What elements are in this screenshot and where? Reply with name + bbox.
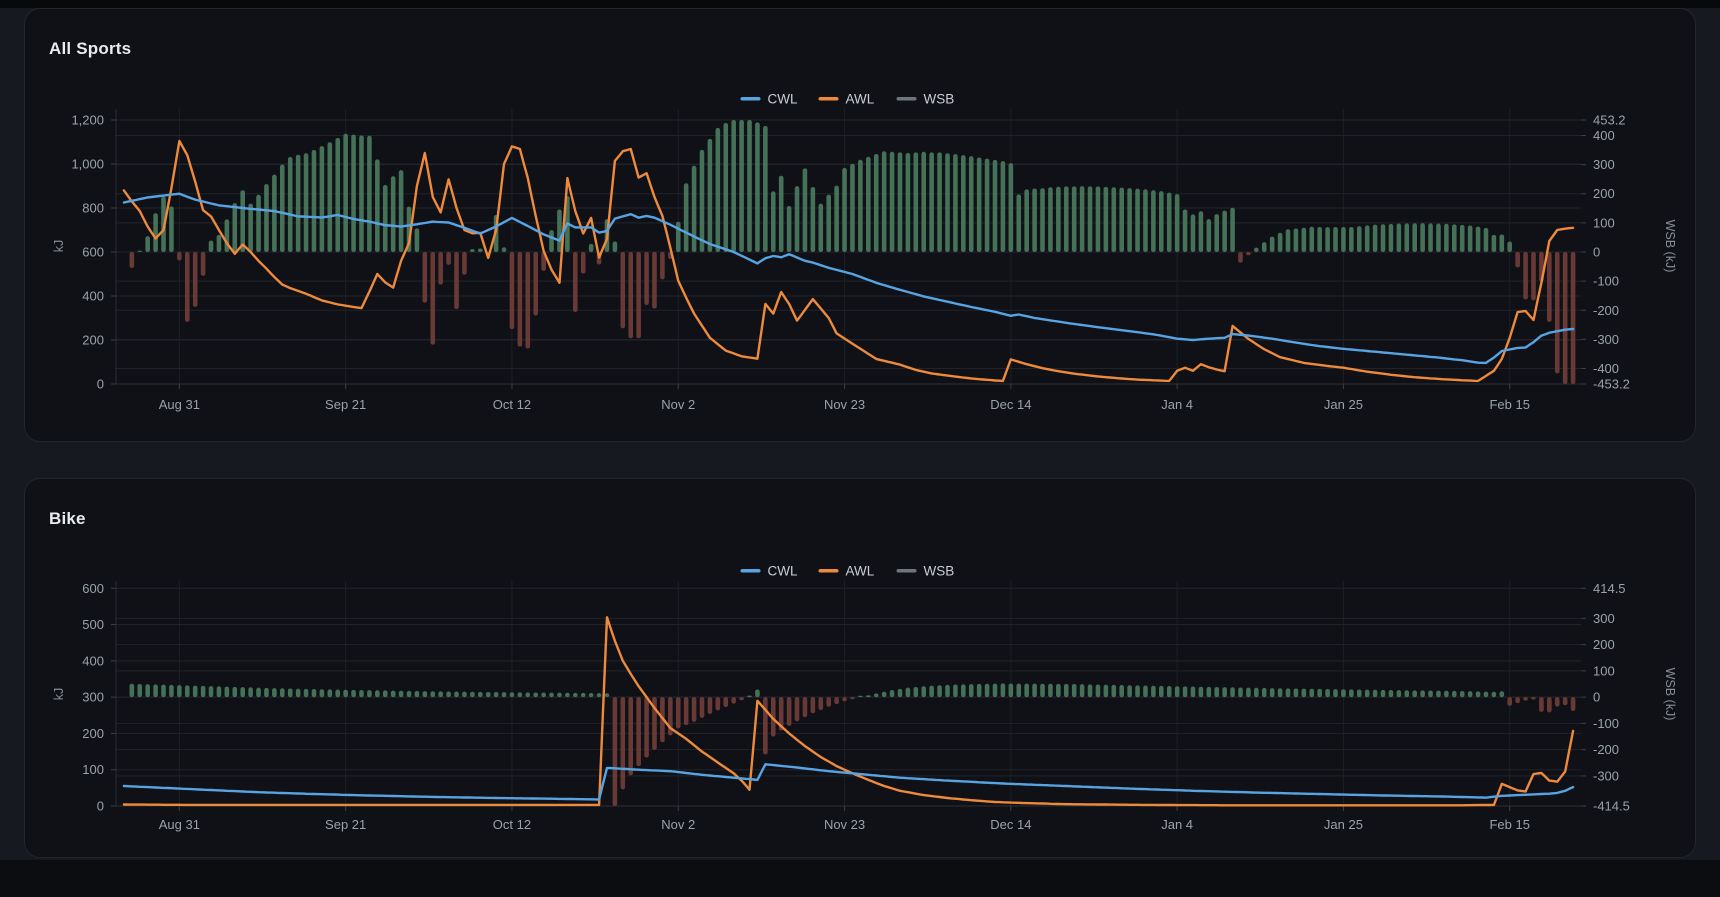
wsb-bars xyxy=(129,683,1576,806)
legend-label: WSB xyxy=(924,564,955,579)
legend-label: AWL xyxy=(846,564,875,579)
y-right-axis-title: WSB (kJ) xyxy=(1663,668,1677,721)
y-right-tick-label: -200 xyxy=(1593,742,1619,757)
y-left-tick-label: 300 xyxy=(82,690,104,705)
y-right-tick-label: 300 xyxy=(1593,611,1615,626)
legend-item-awl[interactable]: AWL xyxy=(818,564,875,579)
x-tick-label: Jan 25 xyxy=(1324,397,1363,412)
legend-label: WSB xyxy=(924,92,955,107)
y-left-tick-label: 200 xyxy=(82,333,104,348)
x-tick-label: Dec 14 xyxy=(990,817,1031,832)
page-top-band xyxy=(0,0,1720,8)
x-tick-label: Aug 31 xyxy=(159,397,200,412)
y-right-tick-label: -300 xyxy=(1593,768,1619,783)
y-right-tick-label: 300 xyxy=(1593,157,1615,172)
legend-label: CWL xyxy=(768,92,798,107)
x-tick-label: Feb 15 xyxy=(1489,397,1529,412)
y-right-tick-label: -100 xyxy=(1593,274,1619,289)
legend-swatch-awl xyxy=(818,569,839,573)
x-tick-label: Oct 12 xyxy=(493,817,531,832)
x-tick-label: Jan 4 xyxy=(1161,397,1193,412)
y-left-axis-title: kJ xyxy=(52,688,66,701)
legend-item-cwl[interactable]: CWL xyxy=(740,92,798,107)
x-tick-label: Sep 21 xyxy=(325,817,366,832)
x-tick-label: Nov 23 xyxy=(824,817,865,832)
y-left-tick-label: 800 xyxy=(82,201,104,216)
y-left-tick-label: 500 xyxy=(82,617,104,632)
cwl-line xyxy=(122,763,1575,801)
x-tick-label: Nov 2 xyxy=(661,397,695,412)
legend-swatch-cwl xyxy=(740,97,761,101)
legend-item-wsb[interactable]: WSB xyxy=(896,92,955,107)
y-right-tick-label: -300 xyxy=(1593,332,1619,347)
x-tick-label: Jan 4 xyxy=(1161,817,1193,832)
y-left-tick-label: 0 xyxy=(97,377,104,392)
awl-line xyxy=(122,616,1575,807)
legend-swatch-awl xyxy=(818,97,839,101)
y-right-tick-label: 0 xyxy=(1593,690,1600,705)
legend-label: AWL xyxy=(846,92,875,107)
x-tick-label: Jan 25 xyxy=(1324,817,1363,832)
y-right-tick-label: -200 xyxy=(1593,303,1619,318)
awl-line xyxy=(122,139,1575,383)
legend-item-wsb[interactable]: WSB xyxy=(896,564,955,579)
y-left-tick-label: 600 xyxy=(82,581,104,596)
legend-swatch-cwl xyxy=(740,569,761,573)
cwl-line xyxy=(122,192,1575,365)
y-right-tick-label: 100 xyxy=(1593,663,1615,678)
y-left-tick-label: 200 xyxy=(82,726,104,741)
page-bottom-band xyxy=(0,860,1720,897)
x-tick-label: Dec 14 xyxy=(990,397,1031,412)
legend-item-cwl[interactable]: CWL xyxy=(740,564,798,579)
y-right-tick-label: -453.2 xyxy=(1593,377,1630,392)
legend: CWL AWL WSB xyxy=(740,92,955,107)
legend-swatch-wsb xyxy=(896,97,917,101)
x-tick-label: Aug 31 xyxy=(159,817,200,832)
x-tick-label: Nov 23 xyxy=(824,397,865,412)
y-left-tick-label: 0 xyxy=(97,799,104,814)
y-right-tick-label: 400 xyxy=(1593,128,1615,143)
y-left-tick-label: 1,200 xyxy=(71,113,104,128)
x-tick-label: Sep 21 xyxy=(325,397,366,412)
x-tick-label: Oct 12 xyxy=(493,397,531,412)
legend: CWL AWL WSB xyxy=(740,564,955,579)
y-right-axis-title: WSB (kJ) xyxy=(1663,220,1677,273)
x-tick-label: Feb 15 xyxy=(1489,817,1529,832)
chart-bike[interactable]: Aug 31 Sep 21 Oct 12 Nov 2 Nov 23 Dec 14 Jan 4… xyxy=(25,479,1697,859)
y-left-tick-label: 400 xyxy=(82,289,104,304)
y-right-tick-label: -414.5 xyxy=(1593,799,1630,814)
y-left-tick-label: 1,000 xyxy=(71,157,104,172)
y-right-tick-label: 200 xyxy=(1593,637,1615,652)
panel-all-sports: All Sports Aug 31 Sep 21 Oct 12 Nov 2 Nov 23… xyxy=(24,8,1696,442)
y-right-tick-label: 200 xyxy=(1593,186,1615,201)
x-tick-label: Nov 2 xyxy=(661,817,695,832)
y-right-tick-label: 453.2 xyxy=(1593,113,1626,128)
legend-label: CWL xyxy=(768,564,798,579)
y-right-tick-label: -400 xyxy=(1593,361,1619,376)
y-left-tick-label: 600 xyxy=(82,245,104,260)
y-right-tick-label: 0 xyxy=(1593,245,1600,260)
y-left-tick-label: 100 xyxy=(82,762,104,777)
panel-title-all-sports: All Sports xyxy=(49,39,132,58)
legend-item-awl[interactable]: AWL xyxy=(818,92,875,107)
gridlines xyxy=(116,581,1581,807)
panel-title-bike: Bike xyxy=(49,509,86,528)
chart-all-sports[interactable]: Aug 31 Sep 21 Oct 12 Nov 2 Nov 23 Dec 14 Jan 4… xyxy=(25,9,1697,443)
y-right-tick-label: 100 xyxy=(1593,215,1615,230)
y-left-tick-label: 400 xyxy=(82,653,104,668)
panel-bike: Bike Aug 31 Sep 21 Oct 12 Nov 2 Nov 23 Dec 14… xyxy=(24,478,1696,858)
legend-swatch-wsb xyxy=(896,569,917,573)
y-left-axis-title: kJ xyxy=(52,240,66,253)
y-right-tick-label: -100 xyxy=(1593,716,1619,731)
y-right-tick-label: 414.5 xyxy=(1593,581,1626,596)
